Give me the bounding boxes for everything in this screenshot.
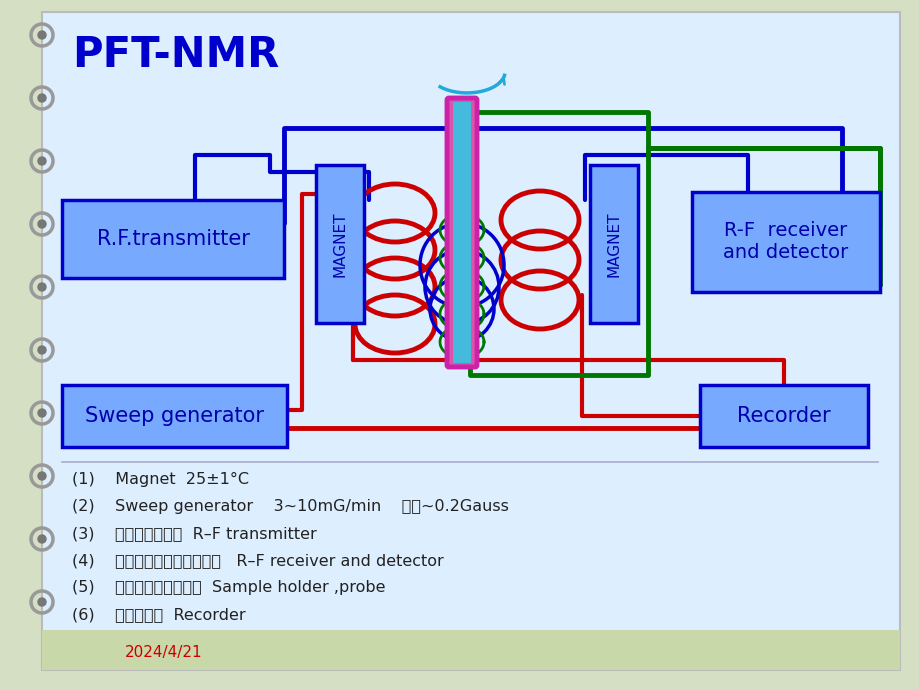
Circle shape bbox=[38, 409, 46, 417]
FancyBboxPatch shape bbox=[447, 98, 476, 367]
Text: MAGNET: MAGNET bbox=[332, 211, 347, 277]
Text: (4)    （射频接收器和检测器）   R–F receiver and detector: (4) （射频接收器和检测器） R–F receiver and detecto… bbox=[72, 553, 443, 568]
Circle shape bbox=[38, 598, 46, 606]
FancyBboxPatch shape bbox=[315, 165, 364, 323]
Circle shape bbox=[38, 31, 46, 39]
FancyBboxPatch shape bbox=[62, 200, 284, 278]
FancyBboxPatch shape bbox=[62, 385, 287, 447]
FancyBboxPatch shape bbox=[699, 385, 867, 447]
Text: (1)    Magnet  25±1°C: (1) Magnet 25±1°C bbox=[72, 472, 249, 487]
Circle shape bbox=[38, 535, 46, 543]
Text: (3)    （射频发生器）  R–F transmitter: (3) （射频发生器） R–F transmitter bbox=[72, 526, 316, 541]
Text: MAGNET: MAGNET bbox=[606, 211, 621, 277]
FancyBboxPatch shape bbox=[589, 165, 637, 323]
Circle shape bbox=[38, 283, 46, 291]
FancyBboxPatch shape bbox=[42, 12, 899, 670]
Text: (6)    （记录仪）  Recorder: (6) （记录仪） Recorder bbox=[72, 607, 245, 622]
Text: PFT-NMR: PFT-NMR bbox=[72, 34, 279, 76]
Text: Sweep generator: Sweep generator bbox=[85, 406, 264, 426]
Circle shape bbox=[38, 220, 46, 228]
Text: (5)    （样品支架，探头）  Sample holder ,probe: (5) （样品支架，探头） Sample holder ,probe bbox=[72, 580, 385, 595]
Text: Recorder: Recorder bbox=[736, 406, 830, 426]
FancyBboxPatch shape bbox=[42, 630, 899, 670]
Text: 2024/4/21: 2024/4/21 bbox=[125, 645, 202, 660]
Circle shape bbox=[38, 94, 46, 102]
FancyBboxPatch shape bbox=[452, 102, 471, 363]
FancyBboxPatch shape bbox=[691, 192, 879, 292]
Circle shape bbox=[38, 157, 46, 165]
Circle shape bbox=[38, 346, 46, 354]
Text: (2)    Sweep generator    3~10mG/min    全程~0.2Gauss: (2) Sweep generator 3~10mG/min 全程~0.2Gau… bbox=[72, 499, 508, 514]
Circle shape bbox=[38, 472, 46, 480]
Text: R.F.transmitter: R.F.transmitter bbox=[96, 229, 249, 249]
Text: R-F  receiver
and detector: R-F receiver and detector bbox=[722, 221, 847, 262]
